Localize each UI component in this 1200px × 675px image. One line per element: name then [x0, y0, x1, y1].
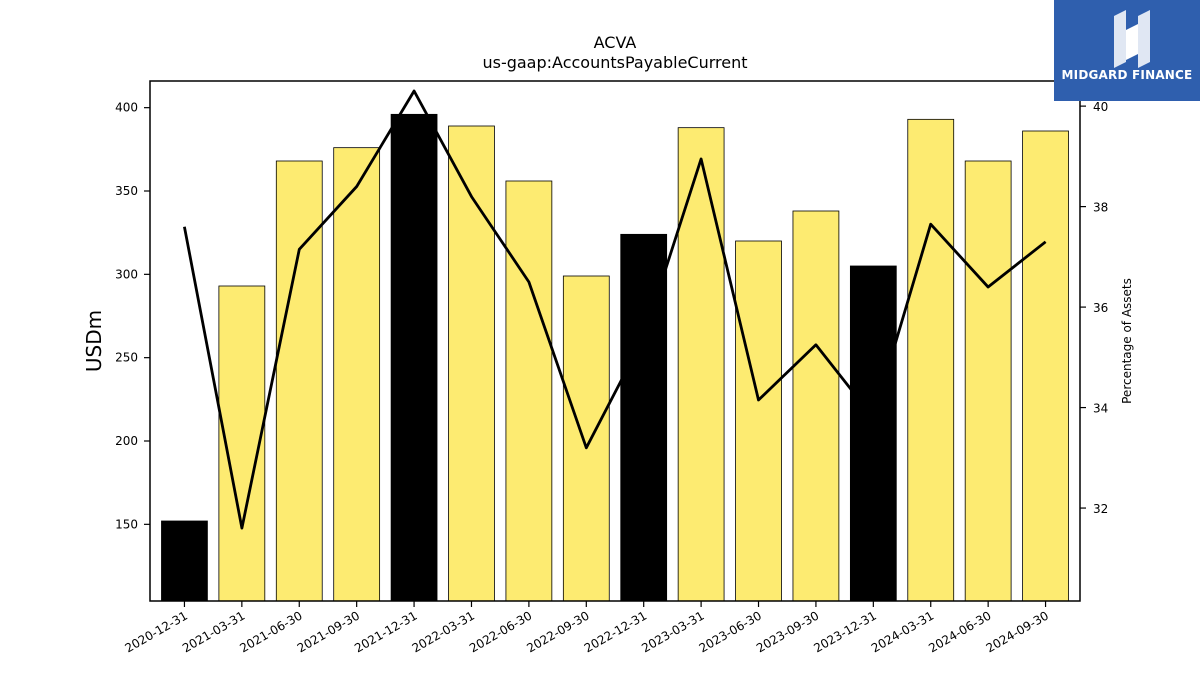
- y2-tick-label: 38: [1093, 201, 1108, 215]
- y-tick-label: 200: [115, 434, 138, 448]
- x-tick-label: 2022-03-31: [410, 608, 477, 655]
- bar-2023-06-30: [735, 240, 782, 602]
- x-tick-label: 2023-06-30: [697, 608, 764, 655]
- y2-tick-label: 40: [1093, 100, 1108, 114]
- x-tick-label: 2022-09-30: [524, 608, 591, 655]
- x-tick-label: 2020-12-31: [123, 608, 190, 655]
- brand-name: MIDGARD FINANCE: [1061, 68, 1193, 82]
- chart-title: ACVA: [594, 33, 637, 52]
- brand-logo: MIDGARD FINANCE: [1054, 0, 1200, 101]
- x-tick-label: 2022-06-30: [467, 608, 534, 655]
- bar-2022-09-30: [562, 275, 610, 602]
- bar-2023-03-31: [677, 127, 725, 602]
- bar-2022-06-30: [505, 180, 553, 602]
- y2-tick-label: 32: [1093, 502, 1108, 516]
- bar-2022-12-31: [620, 233, 668, 602]
- y2-tick-label: 36: [1093, 301, 1108, 315]
- x-tick-label: 2021-03-31: [180, 608, 247, 655]
- x-tick-label: 2021-09-30: [295, 608, 362, 655]
- bar-2023-09-30: [792, 210, 840, 602]
- y-axis-right: 32 34 36 38 40: [1080, 100, 1108, 516]
- y-axis-label: USDm: [82, 310, 106, 372]
- y-axis-left: 150 200 250 300 350 400: [115, 101, 150, 531]
- bar-2024-03-31: [907, 118, 955, 602]
- x-tick-label: 2024-03-31: [869, 608, 936, 655]
- x-tick-label: 2024-06-30: [926, 608, 993, 655]
- bar-2023-12-31: [849, 265, 897, 602]
- x-tick-label: 2021-12-31: [352, 608, 419, 655]
- y-tick-label: 150: [115, 517, 138, 531]
- y-tick-label: 400: [115, 101, 138, 115]
- percentage-line: [183, 89, 1047, 530]
- bar-2021-06-30: [275, 160, 323, 602]
- bar-2020-12-31: [161, 520, 208, 602]
- y-tick-label: 350: [115, 184, 138, 198]
- y-tick-label: 250: [115, 351, 138, 365]
- bar-2024-06-30: [964, 160, 1012, 602]
- bar-series: [161, 113, 1069, 602]
- bar-2021-09-30: [333, 147, 381, 602]
- bar-2021-12-31: [390, 113, 438, 602]
- y2-axis-label: Percentage of Assets: [1120, 278, 1134, 404]
- chart-subtitle: us-gaap:AccountsPayableCurrent: [482, 53, 747, 72]
- x-tick-label: 2023-09-30: [754, 608, 821, 655]
- x-axis: 2020-12-312021-03-312021-06-302021-09-30…: [123, 601, 1051, 655]
- x-tick-label: 2023-03-31: [639, 608, 706, 655]
- midgard-logo-icon: [1114, 10, 1150, 68]
- bar-2024-09-30: [1022, 130, 1069, 602]
- x-tick-label: 2024-09-30: [984, 608, 1051, 655]
- bar-2022-03-31: [448, 125, 495, 602]
- y-tick-label: 300: [115, 267, 138, 281]
- plot-frame: [149, 80, 1081, 602]
- y2-tick-label: 34: [1093, 402, 1108, 416]
- percentage-line-series: [183, 89, 1047, 530]
- x-tick-label: 2023-12-31: [811, 608, 878, 655]
- x-tick-label: 2022-12-31: [582, 608, 649, 655]
- x-tick-label: 2021-06-30: [237, 608, 304, 655]
